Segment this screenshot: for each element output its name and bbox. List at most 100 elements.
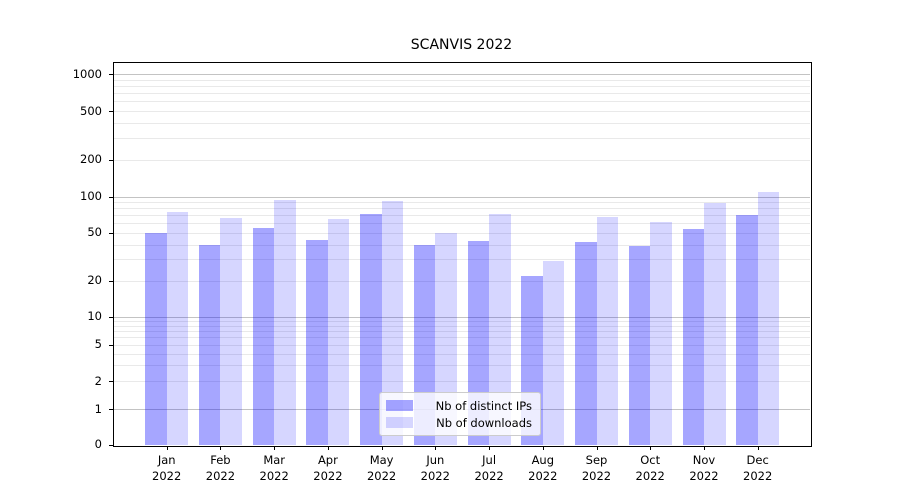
bar-downloads-aug <box>542 261 565 445</box>
x-axis-tick-label: Oct 2022 <box>636 453 665 484</box>
x-axis-tick-label: May 2022 <box>367 453 396 484</box>
x-axis-tick-label: Feb 2022 <box>206 453 235 484</box>
y-axis-tick <box>109 409 113 411</box>
major-gridline <box>114 196 810 198</box>
x-axis-tick-label: Aug 2022 <box>528 453 557 484</box>
legend-label-downloads: Nb of downloads <box>436 415 532 430</box>
minor-gridline <box>114 208 810 210</box>
minor-gridline <box>114 122 810 124</box>
x-axis-tick <box>596 446 598 450</box>
minor-gridline <box>114 202 810 204</box>
x-axis-tick <box>757 446 759 450</box>
month-label: Aug <box>531 453 555 467</box>
year-label: 2022 <box>689 468 719 483</box>
y-axis-tick-label: 20 <box>87 273 102 288</box>
bar-downloads-feb <box>220 218 242 445</box>
y-axis-tick-label: 100 <box>80 189 102 204</box>
minor-gridline <box>114 223 810 225</box>
legend-label-distinct-ips: Nb of distinct IPs <box>435 398 532 413</box>
x-axis-tick <box>274 446 276 450</box>
y-axis-tick-label: 2 <box>94 373 102 388</box>
bar-distinct-ips-dec <box>736 214 758 445</box>
y-axis-tick-label: 50 <box>87 225 102 240</box>
y-axis-tick <box>109 232 113 234</box>
minor-gridline <box>114 138 810 140</box>
minor-gridline <box>114 344 810 346</box>
y-axis-tick <box>109 381 113 383</box>
bar-downloads-nov <box>704 203 726 445</box>
bar-downloads-oct <box>650 221 672 445</box>
x-axis-tick-label: Apr 2022 <box>313 453 342 484</box>
x-axis-tick <box>435 446 437 450</box>
year-label: 2022 <box>205 468 236 483</box>
minor-gridline <box>114 331 810 332</box>
bar-distinct-ips-sep <box>575 241 597 445</box>
bar-distinct-ips-feb <box>198 244 221 445</box>
minor-gridline <box>114 365 810 367</box>
x-axis-tick <box>327 446 329 450</box>
x-axis-tick-label: Jun 2022 <box>421 453 450 484</box>
y-axis-tick <box>109 74 113 76</box>
y-axis-tick-label: 0 <box>94 437 102 452</box>
month-label: Feb <box>210 453 231 467</box>
year-label: 2022 <box>635 468 665 483</box>
legend-swatch-downloads-icon <box>386 417 413 428</box>
month-label: Jul <box>482 453 497 467</box>
y-axis-tick <box>109 196 113 198</box>
minor-gridline <box>114 215 810 217</box>
x-axis-tick <box>381 446 383 450</box>
bar-downloads-jun <box>435 232 457 445</box>
bar-downloads-jan <box>166 211 189 445</box>
year-label: 2022 <box>474 468 504 483</box>
minor-gridline <box>114 232 810 234</box>
bar-distinct-ips-oct <box>628 245 651 445</box>
minor-gridline <box>114 159 810 161</box>
bar-distinct-ips-nov <box>682 228 704 445</box>
legend-item-distinct-ips: Nb of distinct IPs <box>386 399 532 413</box>
plot-area <box>113 62 812 447</box>
legend: Nb of distinct IPs Nb of downloads <box>379 392 541 436</box>
x-axis-tick-label: Dec 2022 <box>743 453 772 484</box>
minor-gridline <box>114 93 810 95</box>
chart-title: SCANVIS 2022 <box>410 37 513 53</box>
y-axis-tick <box>109 280 113 282</box>
y-axis-tick <box>109 159 113 161</box>
month-label: Jan <box>157 453 176 467</box>
year-label: 2022 <box>366 468 397 483</box>
year-label: 2022 <box>259 468 289 483</box>
bar-downloads-may <box>381 200 404 445</box>
month-label: Sep <box>585 453 608 467</box>
bar-downloads-apr <box>327 219 350 445</box>
month-label: Mar <box>263 453 286 467</box>
month-label: May <box>369 453 394 467</box>
month-label: Dec <box>746 453 769 467</box>
minor-gridline <box>114 244 810 246</box>
month-label: Apr <box>317 453 338 467</box>
y-axis-tick-label: 500 <box>80 103 102 118</box>
x-axis-tick-label: Mar 2022 <box>260 453 289 484</box>
y-axis-tick <box>109 316 113 318</box>
x-axis-tick <box>220 446 222 450</box>
minor-gridline <box>114 325 810 327</box>
x-axis-tick <box>489 446 491 450</box>
year-label: 2022 <box>152 468 182 483</box>
minor-gridline <box>114 381 810 383</box>
year-label: 2022 <box>528 468 558 483</box>
x-axis-tick <box>650 446 652 450</box>
bar-distinct-ips-jan <box>145 232 167 445</box>
bar-downloads-sep <box>596 216 618 445</box>
month-label: Oct <box>640 453 661 467</box>
year-label: 2022 <box>313 468 343 483</box>
y-axis-tick-label: 5 <box>94 337 102 352</box>
minor-gridline <box>114 337 810 339</box>
year-label: 2022 <box>420 468 450 483</box>
x-axis-tick-label: Nov 2022 <box>689 453 718 484</box>
y-axis-tick <box>109 344 113 346</box>
y-axis-tick-label: 1 <box>94 401 102 416</box>
x-axis-tick <box>166 446 168 450</box>
x-axis-tick <box>704 446 705 450</box>
minor-gridline <box>114 353 810 355</box>
year-label: 2022 <box>743 468 773 483</box>
legend-item-downloads: Nb of downloads <box>386 416 532 430</box>
